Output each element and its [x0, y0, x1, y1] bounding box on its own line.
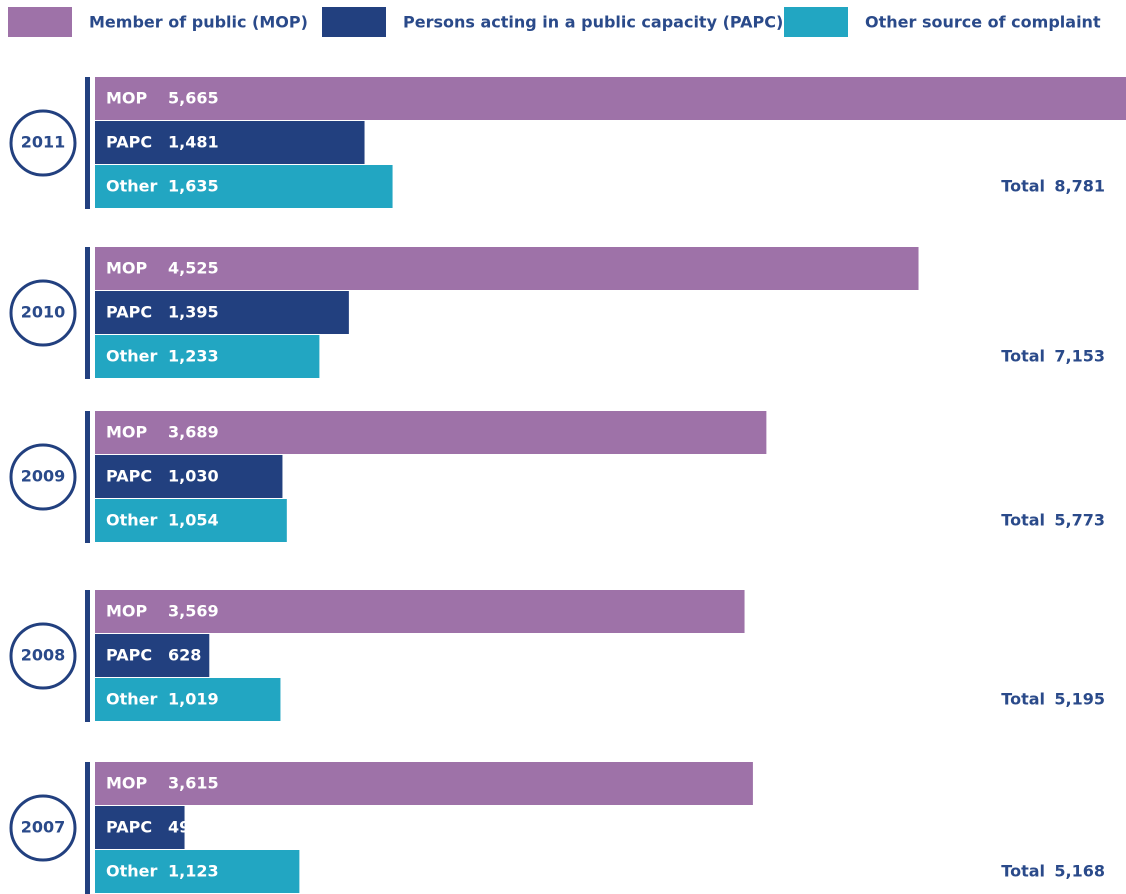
- total-label: Total: [1001, 347, 1045, 366]
- bar-value: 4,525: [168, 259, 219, 278]
- bar: [95, 590, 745, 633]
- year-label: 2009: [21, 467, 66, 486]
- year-badge: [9, 279, 77, 347]
- bar: [95, 806, 185, 849]
- group-rule: [85, 77, 90, 209]
- group-rule: [85, 590, 90, 722]
- bar-category: PAPC: [106, 646, 152, 665]
- total-value: 7,153: [1054, 347, 1105, 366]
- bar-category: MOP: [106, 423, 148, 442]
- legend-label: Other source of complaint: [865, 13, 1101, 32]
- bar-category: Other: [106, 511, 157, 530]
- bar-value: 1,054: [168, 511, 219, 530]
- bar-value: 1,030: [168, 467, 219, 486]
- bar: [95, 77, 1126, 120]
- bar: [95, 634, 210, 677]
- bar: [95, 291, 349, 334]
- year-label: 2008: [21, 646, 66, 665]
- bar: [95, 165, 393, 208]
- total-value: 8,781: [1054, 177, 1105, 196]
- total-label: Total: [1001, 177, 1045, 196]
- bar-value: 1,019: [168, 690, 219, 709]
- bar: [95, 762, 753, 805]
- total-label: Total: [1001, 511, 1045, 530]
- bar-category: Other: [106, 862, 157, 881]
- group-rule: [85, 411, 90, 543]
- bar-value: 492: [168, 818, 201, 837]
- legend-swatch: [8, 7, 72, 37]
- bar-category: PAPC: [106, 133, 152, 152]
- bar-value: 1,481: [168, 133, 219, 152]
- bar-value: 3,569: [168, 602, 219, 621]
- bar-value: 628: [168, 646, 201, 665]
- bar: [95, 499, 287, 542]
- bar-category: PAPC: [106, 818, 152, 837]
- total-value: 5,195: [1054, 690, 1105, 709]
- year-label: 2010: [21, 303, 66, 322]
- total-label: Total: [1001, 862, 1045, 881]
- bar-category: PAPC: [106, 303, 152, 322]
- bar: [95, 121, 365, 164]
- bar-category: MOP: [106, 774, 148, 793]
- legend-swatch: [322, 7, 386, 37]
- total-value: 5,168: [1054, 862, 1105, 881]
- legend-swatch: [784, 7, 848, 37]
- year-badge: [9, 443, 77, 511]
- total-value: 5,773: [1054, 511, 1105, 530]
- year-label: 2011: [21, 133, 66, 152]
- bar-value: 3,689: [168, 423, 219, 442]
- bar-category: MOP: [106, 602, 148, 621]
- bar-value: 1,123: [168, 862, 219, 881]
- bar: [95, 850, 300, 893]
- bar: [95, 335, 320, 378]
- group-rule: [85, 762, 90, 894]
- bar-value: 1,635: [168, 177, 219, 196]
- bar: [95, 678, 281, 721]
- total-label: Total: [1001, 690, 1045, 709]
- legend-label: Member of public (MOP): [89, 13, 308, 32]
- bar-category: MOP: [106, 259, 148, 278]
- legend-label: Persons acting in a public capacity (PAP…: [403, 13, 783, 32]
- bar: [95, 411, 767, 454]
- bar-category: PAPC: [106, 467, 152, 486]
- year-badge: [9, 794, 77, 862]
- bar-value: 1,395: [168, 303, 219, 322]
- bar-value: 3,615: [168, 774, 219, 793]
- bar-value: 1,233: [168, 347, 219, 366]
- bar: [95, 455, 283, 498]
- year-badge: [9, 622, 77, 690]
- group-rule: [85, 247, 90, 379]
- bar-category: Other: [106, 177, 157, 196]
- year-label: 2007: [21, 818, 66, 837]
- bar-category: Other: [106, 347, 157, 366]
- bar: [95, 247, 919, 290]
- bar-category: Other: [106, 690, 157, 709]
- bar-value: 5,665: [168, 89, 219, 108]
- year-badge: [9, 109, 77, 177]
- bar-category: MOP: [106, 89, 148, 108]
